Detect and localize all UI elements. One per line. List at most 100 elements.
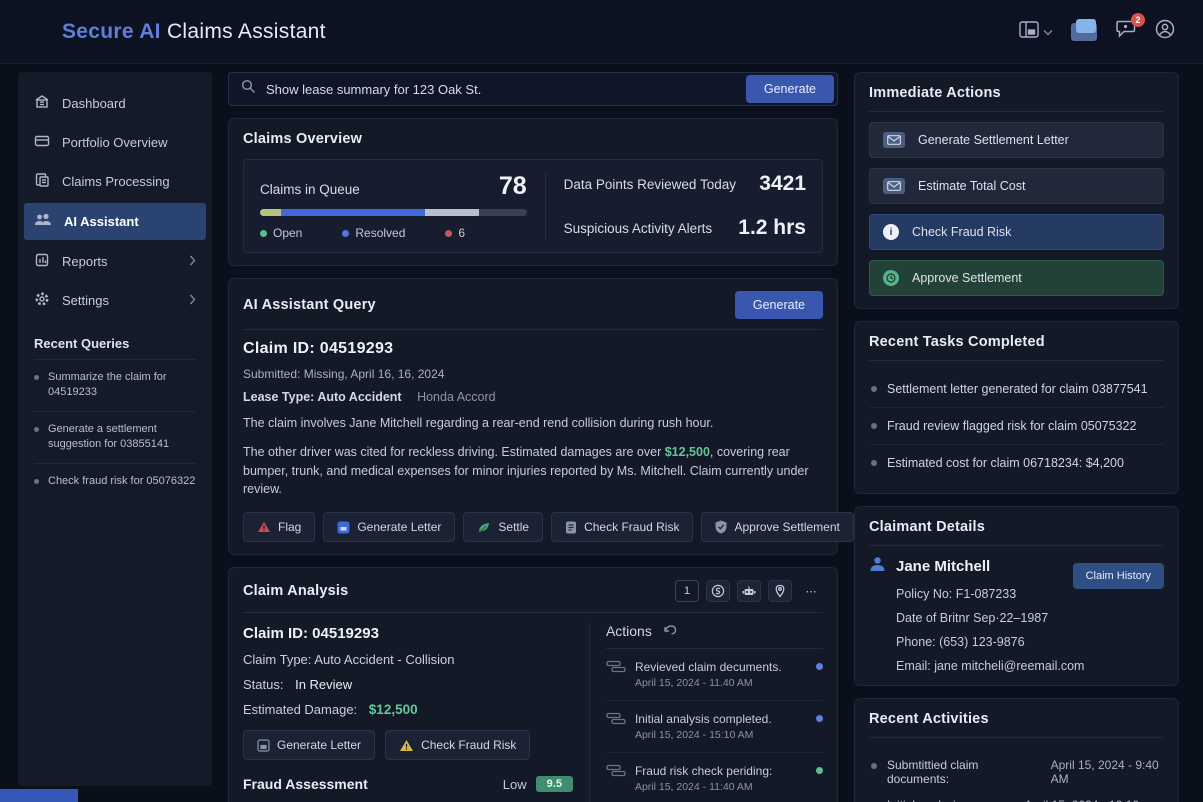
sidebar: Dashboard Portfolio Overview Claims Proc… <box>18 72 212 786</box>
activity-time: April 15, 2024 - 9:40 AM <box>1050 758 1159 786</box>
action-time: April 15, 2024 - 11:40 AM <box>634 781 753 793</box>
analysis-details: Claim ID: 04519293 Claim Type: Auto Acci… <box>243 623 589 802</box>
lease-type-line: Lease Type: Auto Accident Honda Accord <box>243 390 823 404</box>
bullet-dot <box>871 423 877 429</box>
recent-tasks-title: Recent Tasks Completed <box>869 334 1045 350</box>
person-icon <box>869 556 886 577</box>
currency-icon-button[interactable] <box>706 580 730 602</box>
claim-detail-paragraph: The other driver was cited for reckless … <box>243 443 823 499</box>
activity-text: Submtittied claim documents: <box>887 758 979 786</box>
chat-bubble-icon <box>1115 20 1137 44</box>
legend-dot-alerts <box>445 229 453 237</box>
action-log-item: Revieved claim decuments. April 15, 2024… <box>605 649 823 701</box>
fraud-assessment-header: Fraud Assessment Low 9.5 <box>243 776 573 792</box>
generate-letter-button[interactable]: Generate Letter <box>243 730 376 760</box>
undo-icon[interactable] <box>662 623 678 639</box>
action-log-item: Initial analysis completed. April 15, 20… <box>605 701 823 753</box>
dashboard-icon <box>34 94 50 113</box>
bullet-dot <box>34 375 39 380</box>
status-line: Status: In Review <box>243 677 573 692</box>
activity-time: April 15, 2024 - 10:10 1:0:10 AM <box>1024 798 1162 802</box>
paragraph-text: The other driver was cited for reckless … <box>243 444 665 459</box>
monitor-icon <box>1071 18 1097 41</box>
claim-id-heading: Claim ID: 04519293 <box>243 340 394 357</box>
analysis-grid: Claim ID: 04519293 Claim Type: Auto Acci… <box>243 623 823 802</box>
damage-amount: $12,500 <box>664 444 710 459</box>
sidebar-item-label: Portfolio Overview <box>62 135 168 150</box>
approve-settlement-button[interactable]: Approve Settlement <box>869 260 1164 296</box>
button-label: Generate Letter <box>277 738 362 752</box>
generate-button[interactable]: Generate <box>745 75 834 103</box>
settle-button[interactable]: Settle <box>463 512 544 542</box>
claim-analysis-title: Claim Analysis <box>243 583 349 599</box>
bullet-dot <box>871 763 877 769</box>
fraud-level-label: Low <box>502 776 527 792</box>
sidebar-item-settings[interactable]: Settings <box>18 281 212 320</box>
sidebar-item-dashboard[interactable]: Dashboard <box>18 84 212 123</box>
fraud-assessment-title: Fraud Assessment <box>243 776 368 792</box>
activity-item: Initial analysis completed: April 15, 20… <box>869 788 1164 802</box>
approve-settlement-button[interactable]: Approve Settlement <box>701 512 854 542</box>
divider <box>243 612 823 613</box>
check-fraud-risk-button[interactable]: Check Fraud Risk <box>551 512 694 542</box>
stat-suspicious-alerts: Suspicious Activity Alerts 1.2 hrs <box>564 216 806 240</box>
claim-type-line: Claim Type: Auto Accident - Collision <box>243 652 455 667</box>
fraud-score-badge: 9.5 <box>535 776 573 792</box>
layout-switcher-button[interactable] <box>1019 20 1053 43</box>
generate-settlement-letter-button[interactable]: Generate Settlement Letter <box>869 122 1164 158</box>
generate-button[interactable]: Generate <box>734 291 823 319</box>
recent-query-item[interactable]: Check fraud risk for 05076322 <box>34 462 196 499</box>
sidebar-item-reports[interactable]: Reports <box>18 242 212 281</box>
bullet-dot <box>34 426 39 432</box>
button-label: Generate Letter <box>357 520 442 534</box>
claims-overview-stats: Claims in Queue 78 Open Resolved <box>243 159 823 253</box>
damage-line: Estimated Damage: $12,500 <box>243 702 573 717</box>
legend-label-alerts: 6 <box>458 226 466 240</box>
brand-primary: Secure AI <box>62 19 161 43</box>
flag-button[interactable]: Flag <box>243 512 316 542</box>
recent-activities-card: Recent Activities Submtittied claim docu… <box>854 698 1179 802</box>
sidebar-item-label: Claims Processing <box>62 174 170 189</box>
claimant-name: Jane Mitchell <box>896 558 991 575</box>
screen-share-button[interactable] <box>1071 18 1097 41</box>
recent-query-text: Check fraud risk for 05076322 <box>48 474 196 487</box>
recent-query-text: Generate a settlement suggestion for 038… <box>48 422 170 451</box>
legend-dot-open <box>260 229 267 237</box>
sidebar-item-portfolio-overview[interactable]: Portfolio Overview <box>18 123 212 162</box>
claims-overview-title: Claims Overview <box>243 131 363 147</box>
date-of-birth-row: Date of Britnr Sep·22–1987 <box>896 611 1049 625</box>
lease-type: Lease Type: Auto Accident <box>243 390 402 404</box>
action-text: Initial analysis completed. <box>634 712 772 726</box>
button-label: Approve Settlement <box>912 271 1022 285</box>
stat-label: Data Points Reviewed Today <box>563 176 736 192</box>
task-text: Fraud review flagged risk for claim 0507… <box>887 419 1137 433</box>
recent-query-item[interactable]: Summarize the claim for 04519233 <box>34 359 196 411</box>
recent-activities-title: Recent Activities <box>869 711 989 727</box>
claim-summary-paragraph: The claim involves Jane Mitchell regardi… <box>243 416 714 430</box>
query-input[interactable] <box>266 81 736 97</box>
chevron-right-icon <box>189 293 196 308</box>
user-icon <box>1155 19 1175 44</box>
chat-button[interactable]: 2 <box>1115 12 1145 44</box>
check-fraud-risk-button[interactable]: Check Fraud Risk <box>385 730 531 760</box>
location-pin-icon-button[interactable] <box>768 580 792 602</box>
robot-icon-button[interactable] <box>737 580 761 602</box>
claimant-details-card: Claimant Details Jane Mitchell Claim His… <box>854 506 1179 686</box>
profile-button[interactable] <box>1155 19 1175 44</box>
sidebar-item-claims-processing[interactable]: Claims Processing <box>18 162 212 201</box>
status-dot <box>816 715 823 722</box>
list-icon <box>606 660 626 689</box>
claim-analysis-card: Claim Analysis 1 ⋯ <box>228 567 838 802</box>
recent-query-item[interactable]: Generate a settlement suggestion for 038… <box>34 410 196 463</box>
generate-letter-button[interactable]: Generate Letter <box>323 512 456 542</box>
task-item: Fraud review flagged risk for claim 0507… <box>869 408 1164 445</box>
ai-query-card: AI Assistant Query Generate Claim ID: 04… <box>228 278 884 555</box>
claim-history-button[interactable]: Claim History <box>1072 563 1164 589</box>
page-indicator[interactable]: 1 <box>675 580 699 602</box>
estimate-total-cost-button[interactable]: Estimate Total Cost <box>869 168 1164 204</box>
sidebar-item-ai-assistant[interactable]: AI Assistant <box>24 203 206 240</box>
more-icon-button[interactable]: ⋯ <box>805 585 817 598</box>
check-fraud-risk-button[interactable]: i Check Fraud Risk <box>869 214 1164 250</box>
status-dot <box>816 767 823 774</box>
queue-legend: Open Resolved 6 <box>260 226 527 240</box>
